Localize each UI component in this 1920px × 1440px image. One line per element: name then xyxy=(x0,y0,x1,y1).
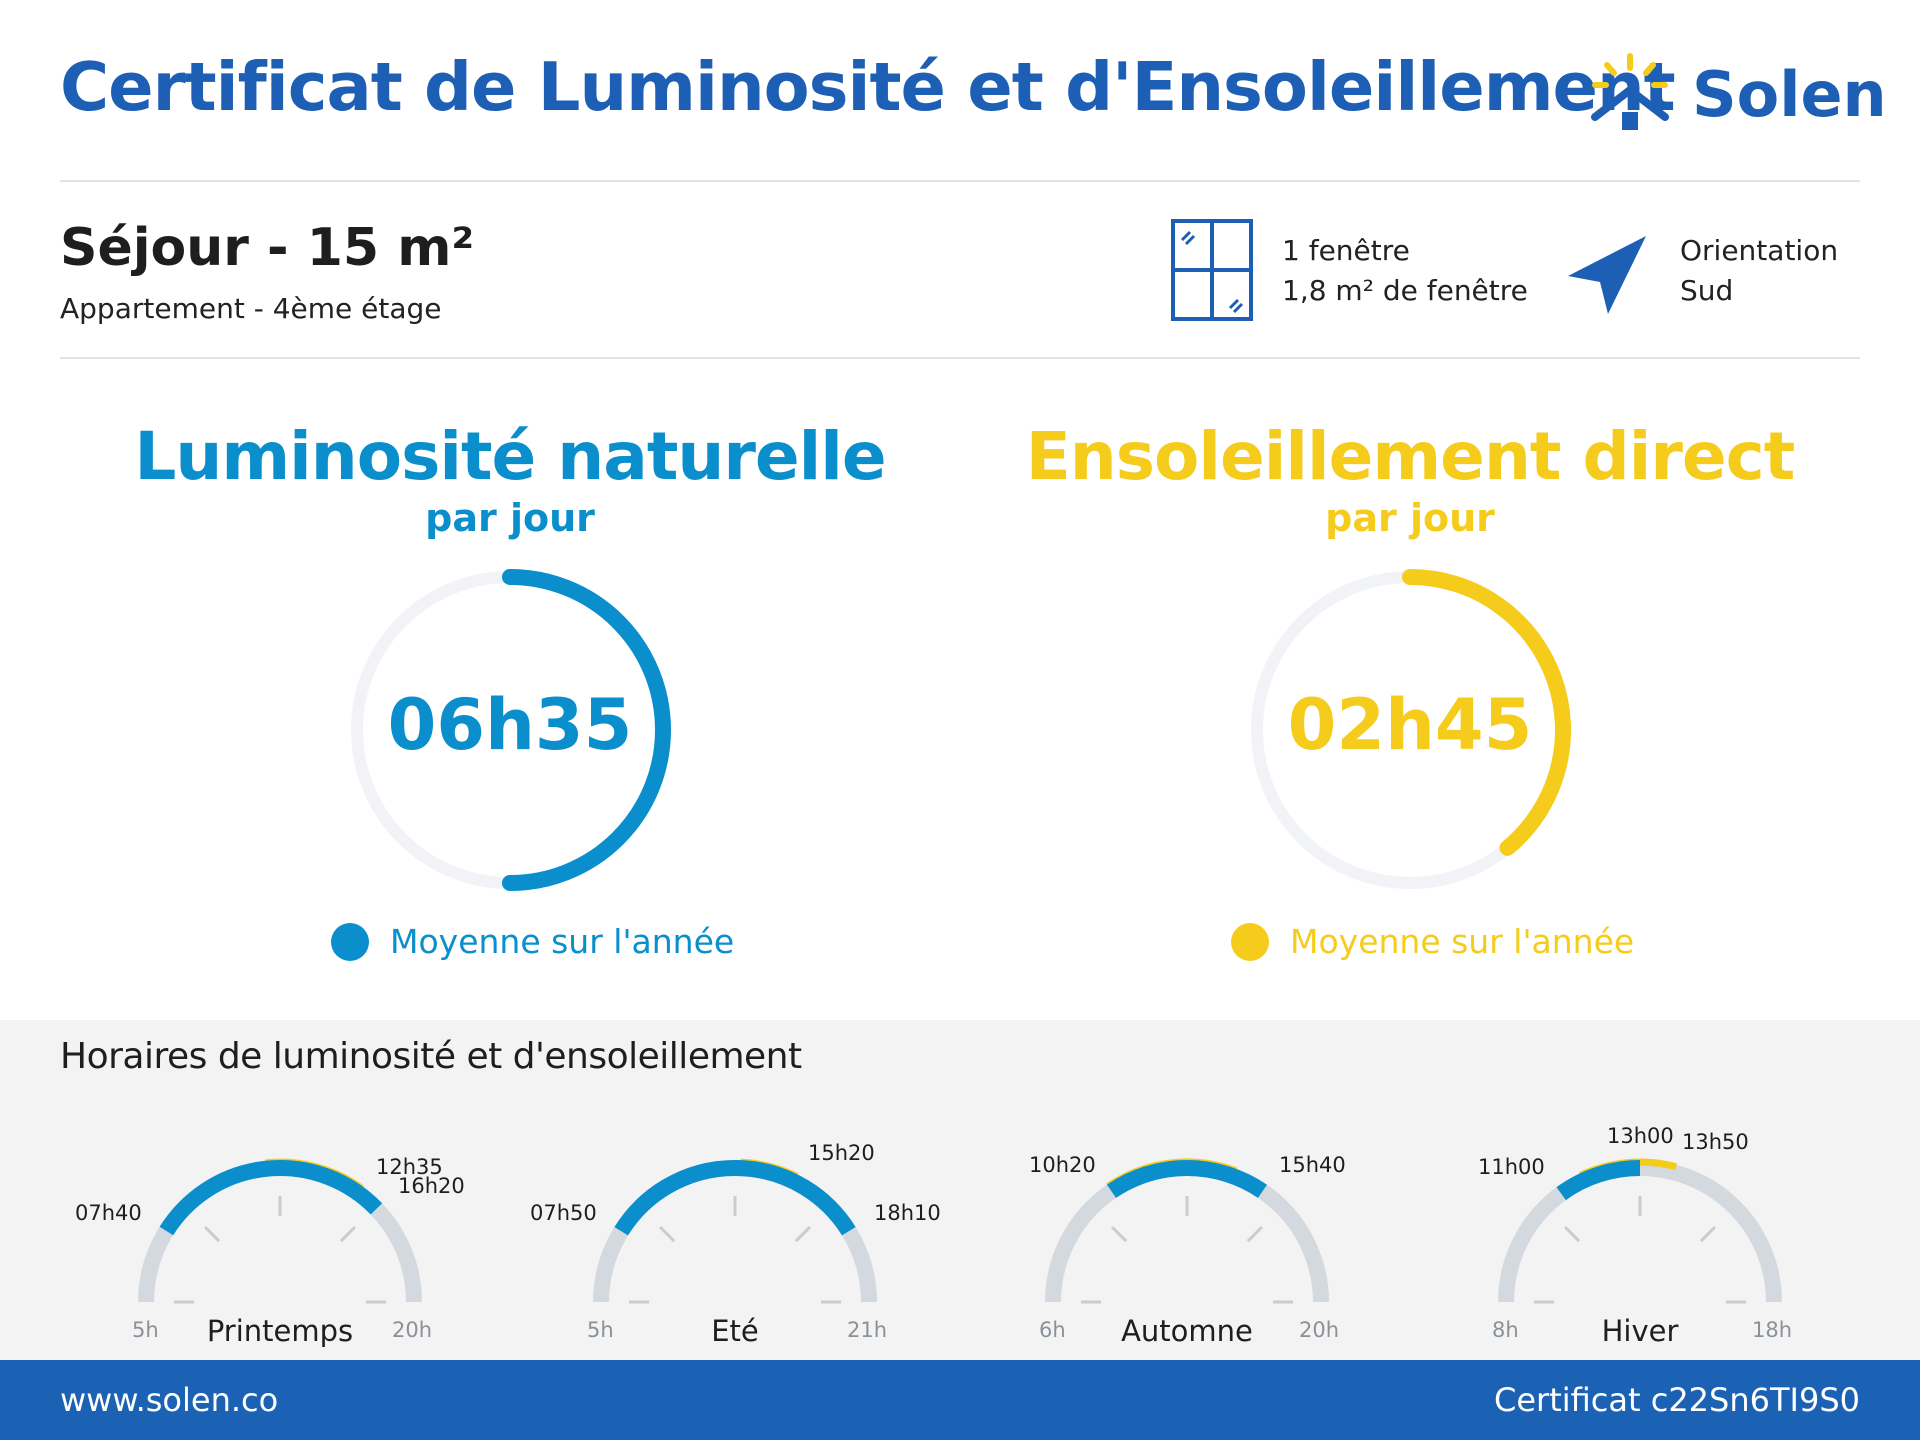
page-title: Certificat de Luminosité et d'Ensoleille… xyxy=(60,48,1676,126)
gauge-light-arc xyxy=(614,1160,856,1236)
gauge-track xyxy=(1045,1160,1329,1303)
gauge-start-label: 6h xyxy=(1039,1318,1066,1342)
gauge-light-arc xyxy=(1106,1160,1268,1198)
season-gauge: 10h20 15h40 6h 20h Automne xyxy=(1007,1120,1367,1350)
gauge-tick xyxy=(794,1225,812,1243)
gauge-end-label: 20h xyxy=(1299,1318,1340,1342)
ensoleillement-subtitle: par jour xyxy=(1325,496,1495,540)
gauge-light-start: 07h50 xyxy=(530,1201,597,1225)
luminosite-legend-dot xyxy=(331,923,369,961)
window-area: 1,8 m² de fenêtre xyxy=(1282,274,1528,307)
season-gauge-chart xyxy=(1498,1158,1782,1304)
ensoleillement-title: Ensoleillement direct xyxy=(1025,418,1796,495)
gauge-start-label: 8h xyxy=(1492,1318,1519,1342)
ensoleillement-legend-dot xyxy=(1231,923,1269,961)
gauge-sun-end: 12h35 xyxy=(376,1155,443,1179)
gauge-light-start: 10h20 xyxy=(1029,1153,1096,1177)
gauge-tick xyxy=(339,1225,357,1243)
gauge-light-start: 11h00 xyxy=(1478,1155,1545,1179)
divider xyxy=(60,357,1860,359)
gauge-start-label: 5h xyxy=(587,1318,614,1342)
gauge-track xyxy=(138,1160,422,1303)
footer xyxy=(0,1360,1920,1440)
gauge-end-label: 20h xyxy=(392,1318,433,1342)
season-gauge: 07h40 16h20 12h35 5h 20h Printemps xyxy=(75,1120,465,1350)
season-gauge: 07h50 18h10 15h20 5h 21h Eté xyxy=(530,1120,941,1350)
luminosite-ring xyxy=(351,569,671,891)
orientation-value: Sud xyxy=(1680,274,1734,307)
gauge-season-name: Hiver xyxy=(1601,1314,1679,1348)
gauge-light-end: 15h40 xyxy=(1279,1153,1346,1177)
gauge-season-name: Automne xyxy=(1121,1314,1253,1348)
gauge-light-arc xyxy=(159,1160,383,1236)
window-count: 1 fenêtre xyxy=(1282,234,1410,267)
room-title: Séjour - 15 m² xyxy=(60,218,475,278)
gauge-start-label: 5h xyxy=(132,1318,159,1342)
brand-name: Solen xyxy=(1692,58,1887,131)
horaires-title: Horaires de luminosité et d'ensoleilleme… xyxy=(60,1036,802,1077)
gauge-season-name: Printemps xyxy=(206,1314,354,1348)
gauge-light-end: 18h10 xyxy=(874,1201,941,1225)
gauge-tick xyxy=(1699,1225,1717,1243)
divider xyxy=(60,180,1860,182)
gauge-tick xyxy=(658,1225,676,1243)
footer-certificate: Certificat c22Sn6TI9S0 xyxy=(1494,1381,1860,1419)
ensoleillement-ring xyxy=(1251,569,1571,889)
gauge-track xyxy=(1498,1160,1782,1303)
window-icon xyxy=(1171,219,1253,321)
gauge-light-start: 07h40 xyxy=(75,1201,142,1225)
ensoleillement-ring-progress xyxy=(1402,569,1571,856)
gauge-tick xyxy=(1563,1225,1581,1243)
gauge-light-end: 13h00 xyxy=(1607,1124,1674,1148)
gauge-light-arc xyxy=(1556,1160,1641,1201)
luminosite-value: 06h35 xyxy=(387,684,633,766)
room-subtitle: Appartement - 4ème étage xyxy=(60,292,442,325)
season-gauge: 11h00 13h00 13h50 8h 18h Hiver xyxy=(1460,1120,1820,1350)
gauge-end-label: 21h xyxy=(847,1318,888,1342)
horaires-section xyxy=(0,1020,1920,1360)
gauge-sun-end: 13h50 xyxy=(1682,1130,1749,1154)
gauge-track xyxy=(593,1160,877,1303)
ensoleillement-legend: Moyenne sur l'année xyxy=(1290,922,1635,961)
orientation-label: Orientation xyxy=(1680,234,1839,267)
gauge-season-name: Eté xyxy=(711,1314,759,1348)
luminosite-title: Luminosité naturelle xyxy=(134,418,886,495)
luminosite-subtitle: par jour xyxy=(425,496,595,540)
season-gauge-chart xyxy=(593,1158,877,1304)
compass-arrow-icon xyxy=(1568,236,1646,314)
footer-url[interactable]: www.solen.co xyxy=(60,1381,279,1419)
luminosite-ring-progress xyxy=(502,569,671,891)
gauge-tick xyxy=(1246,1225,1264,1243)
season-gauge-chart xyxy=(138,1158,422,1304)
gauge-tick xyxy=(203,1225,221,1243)
gauge-tick xyxy=(1110,1225,1128,1243)
gauge-sun-end: 15h20 xyxy=(808,1141,875,1165)
gauge-light-end: 16h20 xyxy=(398,1174,465,1198)
luminosite-legend: Moyenne sur l'année xyxy=(390,922,735,961)
season-gauge-chart xyxy=(1045,1158,1329,1304)
gauge-end-label: 18h xyxy=(1752,1318,1793,1342)
solen-logo-icon xyxy=(1591,53,1669,130)
ensoleillement-value: 02h45 xyxy=(1287,684,1533,766)
